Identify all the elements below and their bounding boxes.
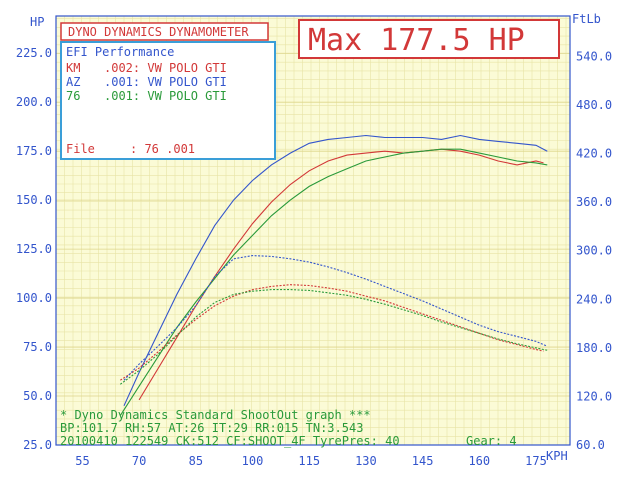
y-left-tick-label: 125.0 [16,242,52,256]
y-left-tick-label: 50.0 [23,389,52,403]
y-left-ticks: 25.0 50.0 75.0 100.0 125.0 150.0 175.0 200.0 225… [16,46,52,452]
y-left-tick-label: 75.0 [23,340,52,354]
x-tick-label: 100 [242,454,264,468]
legend-entry-value: .001: VW POLO GTI [104,89,227,103]
footer-gear: Gear: 4 [466,434,517,448]
chart-title-box [60,22,269,41]
max-hp-box [298,19,560,59]
y-right-tick-label: 420.0 [576,147,612,161]
x-tick-label: 145 [412,454,434,468]
legend-entry-code: KM [66,61,80,75]
y-right-tick-label: 180.0 [576,341,612,355]
footer-line-3: 20100410 122549 CK:512 CF:SHOOT_4F TyreP… [60,434,400,448]
legend-entry-code: AZ [66,75,80,89]
x-tick-label: 160 [468,454,490,468]
y-left-tick-label: 200.0 [16,95,52,109]
x-tick-label: 85 [189,454,203,468]
legend-file-label: File [66,142,95,156]
y-left-tick-label: 150.0 [16,193,52,207]
y-right-tick-label: 540.0 [576,49,612,63]
torque-curve-76 [119,289,548,385]
chart-title: DYNO DYNAMICS DYNAMOMETER [68,25,249,39]
y-right-tick-label: 120.0 [576,389,612,403]
legend-box [60,41,276,160]
y-right-axis-label: FtLb [572,12,601,26]
legend-entry-code: 76 [66,89,80,103]
legend-entries: KM .002: VW POLO GTI AZ .001: VW POLO GTI 76… [66,61,227,103]
series-layer [119,134,548,416]
max-hp-label: Max 177.5 HP [308,23,525,58]
y-right-tick-label: 60.0 [576,438,605,452]
torque-curve-az [123,255,548,381]
y-left-tick-label: 175.0 [16,144,52,158]
footer-line-1: * Dyno Dynamics Standard ShootOut graph … [60,408,371,422]
legend-title: EFI Performance [66,45,174,59]
y-left-tick-label: 100.0 [16,291,52,305]
x-tick-label: 70 [132,454,146,468]
y-right-ticks: 60.0 120.0 180.0 240.0 300.0 360.0 420.0 480.0 5… [576,49,612,452]
y-left-tick-label: 25.0 [23,438,52,452]
x-tick-label: 130 [355,454,377,468]
y-right-tick-label: 480.0 [576,98,612,112]
plot-border [55,15,571,446]
y-left-axis-label: HP [30,15,44,29]
x-axis-label: KPH [546,449,568,463]
power-curve-76 [119,148,548,416]
x-tick-label: 55 [75,454,89,468]
y-right-tick-label: 240.0 [576,292,612,306]
legend-file-value: : 76 .001 [130,142,195,156]
footer-line-2: BP:101.7 RH:57 AT:26 IT:29 RR:015 TN:3.5… [60,421,363,435]
x-tick-label: 115 [298,454,320,468]
y-right-tick-label: 300.0 [576,244,612,258]
legend-entry-value: .002: VW POLO GTI [104,61,227,75]
y-right-tick-label: 360.0 [576,195,612,209]
y-left-tick-label: 225.0 [16,46,52,60]
x-ticks: 55 70 85 100 115 130 145 160 175 [75,454,547,468]
legend-entry-value: .001: VW POLO GTI [104,75,227,89]
power-curve-az [123,134,548,407]
x-tick-label: 175 [525,454,547,468]
